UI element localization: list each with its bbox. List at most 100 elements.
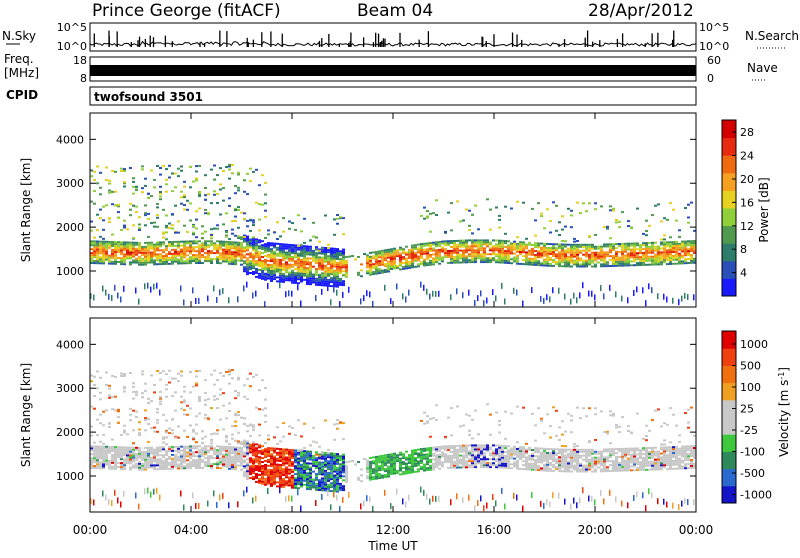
- power-cell: [462, 254, 465, 256]
- power-cell: [525, 257, 528, 259]
- power-cell: [684, 254, 687, 256]
- velocity-cell: [234, 454, 237, 456]
- velocity-cell: [504, 463, 507, 465]
- power-cell: [210, 242, 213, 244]
- power-cell: [150, 258, 153, 260]
- velocity-cell: [228, 468, 231, 470]
- power-cell: [603, 226, 606, 228]
- velocity-cell: [402, 463, 405, 465]
- velocity-cell: [504, 504, 506, 510]
- velocity-cell: [465, 466, 468, 468]
- power-cell: [144, 248, 147, 250]
- velocity-cell: [303, 458, 306, 460]
- velocity-cell: [144, 461, 147, 463]
- power-cell: [543, 227, 546, 229]
- velocity-cell: [156, 447, 159, 449]
- velocity-cell: [510, 463, 513, 465]
- velocity-cell: [267, 465, 270, 467]
- velocity-cell: [204, 449, 207, 451]
- velocity-cell: [459, 449, 462, 451]
- velocity-cell: [258, 446, 261, 448]
- power-cell: [534, 264, 537, 266]
- velocity-cell: [234, 466, 237, 468]
- power-cell: [225, 247, 228, 249]
- power-cell: [603, 259, 606, 261]
- power-cell: [660, 255, 663, 257]
- power-cell: [135, 189, 138, 191]
- power-cell: [126, 249, 129, 251]
- power-cell: [186, 242, 189, 244]
- power-cell: [414, 252, 417, 254]
- velocity-cell: [321, 479, 324, 481]
- velocity-cell: [489, 446, 492, 448]
- velocity-cell: [93, 457, 96, 459]
- power-cell: [306, 259, 309, 261]
- velocity-cell: [384, 468, 387, 470]
- power-cell: [264, 263, 267, 265]
- power-cell: [690, 250, 693, 252]
- velocity-cell: [450, 467, 453, 469]
- power-cell: [522, 301, 524, 307]
- power-cell: [105, 241, 108, 243]
- power-cell: [408, 251, 411, 253]
- power-cell: [519, 245, 522, 247]
- power-cell: [462, 242, 465, 244]
- power-cell: [321, 280, 324, 282]
- velocity-cell: [150, 453, 153, 455]
- power-cell: [552, 253, 555, 255]
- power-cell: [111, 251, 114, 253]
- velocity-cell: [282, 470, 285, 472]
- power-cell: [552, 201, 555, 203]
- power-cell: [627, 249, 630, 251]
- colorbar-segment: [722, 120, 736, 138]
- velocity-cell: [387, 476, 390, 478]
- power-cell: [588, 246, 591, 248]
- power-cell: [333, 260, 336, 262]
- velocity-cell: [264, 399, 267, 401]
- power-cell: [375, 253, 378, 255]
- power-cell: [246, 273, 249, 275]
- velocity-cell: [447, 447, 450, 449]
- velocity-cell: [459, 461, 462, 463]
- velocity-cell: [105, 460, 108, 462]
- power-cell: [156, 165, 159, 167]
- power-cell: [216, 193, 219, 195]
- velocity-cell: [393, 455, 396, 457]
- power-cell: [387, 263, 390, 265]
- power-cell: [282, 243, 285, 245]
- velocity-cell: [273, 477, 276, 479]
- power-cell: [495, 261, 498, 263]
- power-cell: [594, 294, 596, 300]
- power-cell: [147, 252, 150, 254]
- power-cell: [315, 256, 318, 258]
- power-cell: [648, 242, 651, 244]
- power-cell: [336, 286, 339, 288]
- power-cell: [183, 250, 186, 252]
- power-cell: [435, 259, 438, 261]
- velocity-cell: [186, 436, 189, 438]
- power-cell: [693, 294, 695, 300]
- velocity-cell: [291, 457, 294, 459]
- power-cell: [663, 234, 666, 236]
- power-cell: [525, 261, 528, 263]
- velocity-cell: [243, 475, 246, 477]
- velocity-cell: [318, 481, 321, 483]
- velocity-cell: [489, 454, 492, 456]
- power-cell: [132, 254, 135, 256]
- velocity-cell: [270, 455, 273, 457]
- velocity-cell: [276, 468, 279, 470]
- velocity-cell: [276, 448, 279, 450]
- power-cell: [423, 261, 426, 263]
- velocity-cell: [297, 419, 300, 421]
- power-cell: [411, 249, 414, 251]
- power-cell: [543, 253, 546, 255]
- power-cell: [486, 239, 489, 241]
- velocity-cell: [132, 455, 135, 457]
- velocity-cell: [165, 462, 168, 464]
- power-cell: [600, 246, 603, 248]
- power-cell: [174, 186, 177, 188]
- power-cell: [117, 293, 119, 299]
- power-cell: [393, 268, 396, 270]
- power-cell: [426, 242, 429, 244]
- velocity-cell: [228, 466, 231, 468]
